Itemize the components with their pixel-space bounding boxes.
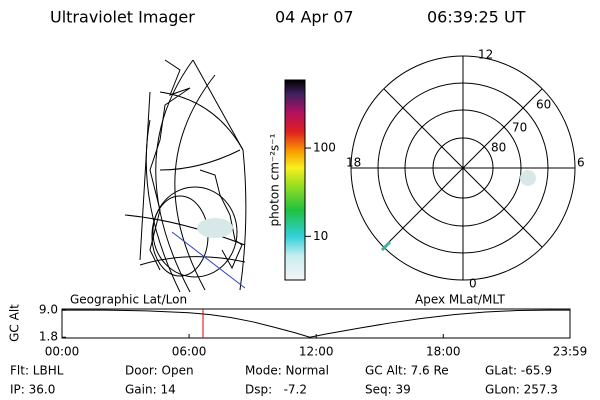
x-tick-label: 12:00	[299, 345, 334, 359]
colorbar-tick-label: 100	[313, 141, 336, 155]
lat-label: 60	[536, 98, 551, 112]
time: 06:39:25 UT	[427, 8, 526, 27]
aurora-patch	[380, 240, 392, 252]
status-field: GLat: -65.9	[485, 364, 552, 378]
lat-label: 70	[512, 121, 527, 135]
y-tick-label: 1.8	[39, 330, 58, 344]
x-tick-label: 00:00	[45, 345, 80, 359]
status-field: IP: 36.0	[10, 383, 55, 397]
status-field: Mode: Normal	[245, 364, 329, 378]
status-field: Gain: 14	[125, 383, 176, 397]
status-field: Dsp: -7.2	[245, 383, 307, 397]
panel-label: Geographic Lat/Lon	[70, 293, 187, 307]
colorbar-tick-label: 10	[313, 229, 328, 243]
x-tick-label: 18:00	[426, 345, 461, 359]
globe	[124, 59, 247, 293]
status-field: GC Alt: 7.6 Re	[365, 364, 449, 378]
aurora-patch	[520, 170, 536, 186]
panel-label: Apex MLat/MLT	[415, 293, 505, 307]
x-tick-label: 06:00	[172, 345, 207, 359]
hour-label: 6	[577, 156, 585, 170]
status-field: Door: Open	[125, 364, 194, 378]
hour-label: 18	[346, 156, 361, 170]
title: Ultraviolet Imager	[50, 8, 195, 27]
hour-label: 12	[478, 48, 493, 62]
colorbar-label: photon cm⁻²s⁻¹	[268, 133, 282, 226]
status-field: GLon: 257.3	[485, 383, 558, 397]
y-axis-label: GC Alt	[8, 304, 22, 342]
status-field: Seq: 39	[365, 383, 411, 397]
lat-label: 80	[491, 141, 506, 155]
hour-label: 0	[469, 277, 477, 291]
polar-plot	[350, 55, 576, 281]
colorbar	[284, 79, 306, 281]
date: 04 Apr 07	[275, 8, 354, 27]
plot-frame	[61, 308, 571, 339]
x-tick-label: 23:59	[553, 345, 588, 359]
y-tick-label: 9.0	[39, 303, 58, 317]
aurora-patch	[197, 218, 233, 238]
data-line	[62, 309, 570, 338]
status-field: Flt: LBHL	[10, 364, 64, 378]
